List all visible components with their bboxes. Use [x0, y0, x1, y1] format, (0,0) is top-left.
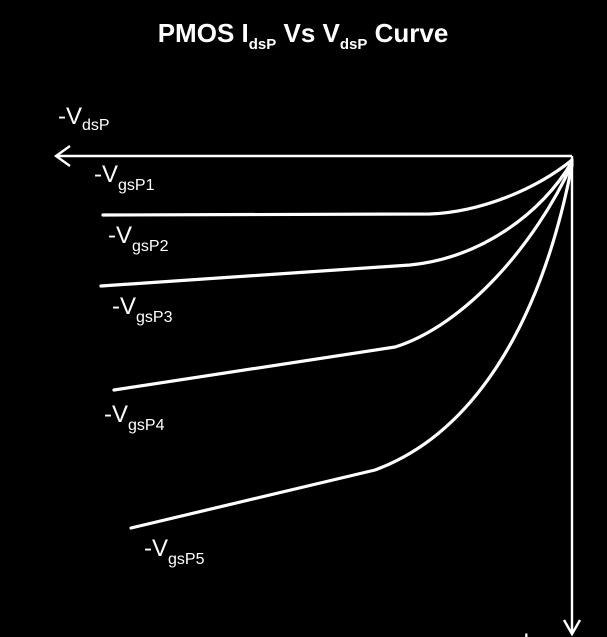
- diagram-title: PMOS IdsP Vs VdsP Curve: [158, 18, 449, 53]
- curve-label-vgsp5: -VgsP5: [144, 535, 205, 568]
- curve-label-vgsp1: -VgsP1: [94, 161, 155, 194]
- x-axis: [53, 145, 572, 167]
- curve-vgsp4: [129, 163, 574, 530]
- y-axis-label: I: [523, 629, 530, 637]
- y-axis: [562, 156, 582, 637]
- curve-vgsp2: [99, 160, 574, 288]
- curve-vgsp1: [101, 158, 574, 217]
- curve-label-vgsp4: -VgsP4: [104, 401, 165, 434]
- x-axis-label: -VdsP: [58, 103, 110, 134]
- curve-label-vgsp2: -VgsP2: [108, 222, 169, 255]
- curve-label-vgsp3: -VgsP3: [112, 293, 173, 326]
- curve-vgsp3: [112, 162, 574, 392]
